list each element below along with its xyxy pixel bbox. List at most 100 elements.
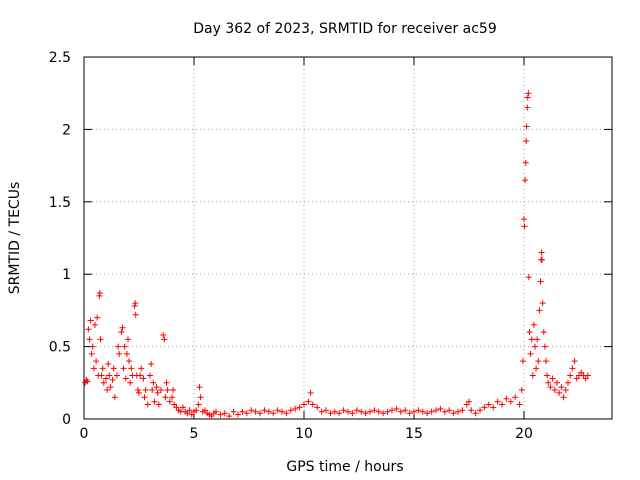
data-point [147, 372, 153, 379]
data-point [230, 408, 237, 415]
data-point [527, 350, 534, 357]
data-point [84, 378, 91, 385]
data-point [560, 394, 567, 401]
x-axis-label: GPS time / hours [286, 459, 403, 475]
data-point [132, 300, 139, 307]
data-point [89, 343, 96, 350]
y-tick-label: 2 [62, 122, 71, 138]
data-point [104, 387, 111, 394]
data-point [419, 408, 426, 415]
data-point [537, 278, 544, 285]
data-point [551, 387, 558, 394]
data-point [248, 407, 255, 414]
data-point [122, 375, 129, 382]
data-point [131, 303, 138, 310]
data-point [477, 407, 483, 414]
data-point [161, 336, 168, 343]
data-point [160, 332, 167, 339]
data-point [274, 407, 281, 414]
data-point [166, 398, 173, 405]
data-point [301, 401, 307, 408]
data-point [243, 410, 250, 417]
data-point [123, 350, 130, 357]
data-point [186, 407, 193, 414]
data-point [490, 404, 497, 411]
x-tick-label: 5 [190, 426, 199, 442]
data-point [353, 407, 360, 414]
data-point [149, 387, 156, 394]
data-point [252, 408, 259, 415]
data-point [518, 387, 525, 394]
data-point [115, 343, 122, 350]
data-point [137, 372, 144, 379]
data-point [134, 387, 141, 394]
data-point [151, 398, 158, 405]
data-point [562, 387, 569, 394]
data-point [196, 384, 203, 391]
data-point [424, 410, 431, 417]
data-point [163, 379, 170, 386]
data-point [136, 389, 142, 396]
data-point [195, 401, 202, 408]
data-point [296, 404, 303, 411]
data-point [103, 375, 109, 382]
data-point [270, 410, 277, 417]
chart-title: Day 362 of 2023, SRMTID for receiver ac5… [193, 21, 497, 37]
data-point [90, 365, 97, 372]
data-point [83, 376, 90, 383]
data-point [529, 372, 536, 379]
data-point [499, 401, 505, 408]
data-point [318, 408, 325, 415]
data-point [543, 358, 549, 365]
data-point [110, 365, 117, 372]
data-point [567, 372, 574, 379]
y-axis-label: SRMTID / TECUs [7, 182, 23, 295]
data-point [118, 329, 125, 336]
data-point [522, 159, 529, 166]
data-point [142, 387, 149, 394]
data-point [105, 360, 112, 367]
data-point [180, 404, 186, 411]
y-tick-labels: 0 0.5 1 1.5 2 2.5 [49, 50, 71, 428]
x-tick-label: 15 [405, 426, 423, 442]
data-point [459, 407, 466, 414]
data-point [466, 398, 472, 405]
data-point [307, 389, 314, 396]
data-point [523, 137, 530, 144]
data-point [292, 405, 299, 412]
data-point [144, 401, 151, 408]
data-point [485, 401, 492, 408]
data-point [554, 379, 560, 386]
data-point [93, 358, 100, 365]
data-point [217, 411, 224, 418]
data-point [239, 408, 246, 415]
data-point [584, 372, 591, 379]
data-point [100, 379, 107, 386]
data-point [524, 94, 531, 101]
data-point [468, 407, 475, 414]
data-point [126, 358, 133, 365]
data-point [472, 410, 479, 417]
data-point [261, 407, 268, 414]
data-point [539, 300, 546, 307]
x-tick-label: 20 [515, 426, 533, 442]
data-point [503, 395, 510, 402]
data-point [526, 329, 533, 336]
data-point [155, 401, 162, 408]
data-point [132, 311, 139, 318]
data-point [114, 372, 120, 379]
data-point [99, 365, 106, 372]
data-point [327, 410, 334, 417]
data-point [402, 407, 409, 414]
data-point [120, 365, 127, 372]
x-tick-labels: 0 5 10 15 20 [80, 426, 533, 442]
axis-ticks [83, 56, 612, 420]
data-point [170, 387, 177, 394]
data-point [87, 317, 94, 324]
data-point [92, 321, 98, 328]
data-point [226, 413, 233, 420]
x-tick-label: 10 [295, 426, 313, 442]
data-point [125, 336, 131, 343]
data-point [519, 358, 526, 365]
